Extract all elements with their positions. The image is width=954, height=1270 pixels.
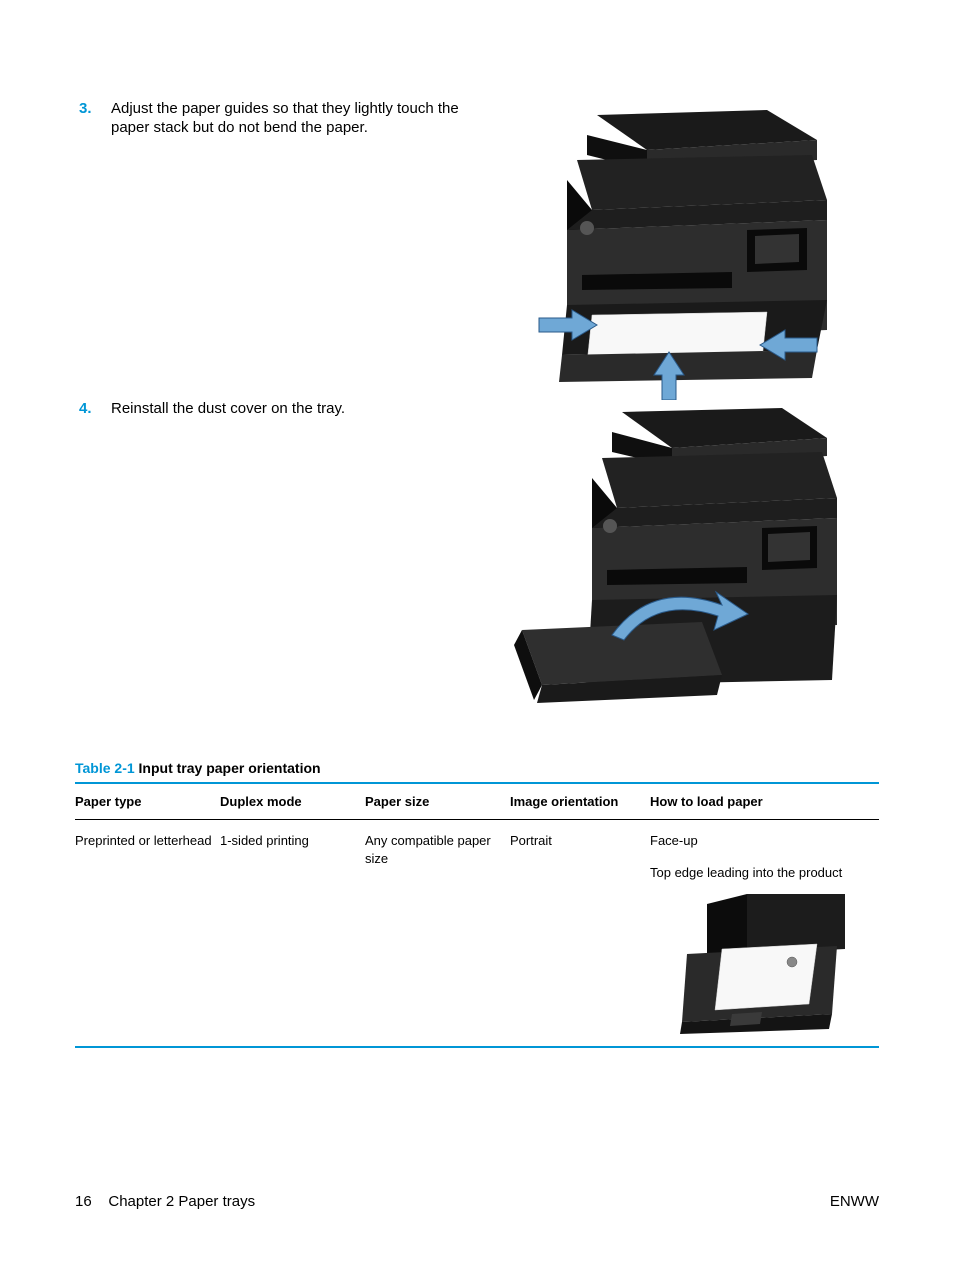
step-4-row: 4. Reinstall the dust cover on the tray. <box>75 400 879 720</box>
table-caption-prefix: Table 2-1 <box>75 760 135 776</box>
orientation-table: Paper type Duplex mode Paper size Image … <box>75 782 879 1048</box>
cell-load: Face-up Top edge leading into the produc… <box>650 820 879 1048</box>
printer-dustcover-illustration <box>492 400 862 720</box>
step-number: 4. <box>75 400 111 720</box>
step-text: Adjust the paper guides so that they lig… <box>111 100 475 400</box>
col-header: Paper type <box>75 783 220 820</box>
table-row: Preprinted or letterhead 1-sided printin… <box>75 820 879 1048</box>
step-text: Reinstall the dust cover on the tray. <box>111 400 361 720</box>
cell-size: Any compatible paper size <box>365 820 510 1048</box>
step-3-row: 3. Adjust the paper guides so that they … <box>75 100 879 400</box>
load-line-1: Face-up <box>650 832 873 850</box>
col-header: How to load paper <box>650 783 879 820</box>
col-header: Duplex mode <box>220 783 365 820</box>
chapter-label: Chapter 2 Paper trays <box>108 1193 255 1210</box>
page-number: 16 <box>75 1193 92 1210</box>
footer-right: ENWW <box>830 1193 879 1210</box>
col-header: Paper size <box>365 783 510 820</box>
cell-paper-type: Preprinted or letterhead <box>75 820 220 1048</box>
orientation-table-section: Table 2-1 Input tray paper orientation P… <box>75 760 879 1048</box>
cell-orient: Portrait <box>510 820 650 1048</box>
printer-guides-illustration <box>507 100 847 400</box>
load-paper-illustration <box>677 894 847 1034</box>
table-caption-text: Input tray paper orientation <box>135 760 321 776</box>
step-number: 3. <box>75 100 111 400</box>
table-caption: Table 2-1 Input tray paper orientation <box>75 760 879 776</box>
load-line-2: Top edge leading into the product <box>650 864 873 882</box>
page-footer: 16 Chapter 2 Paper trays ENWW <box>75 1193 879 1210</box>
col-header: Image orientation <box>510 783 650 820</box>
cell-duplex: 1-sided printing <box>220 820 365 1048</box>
